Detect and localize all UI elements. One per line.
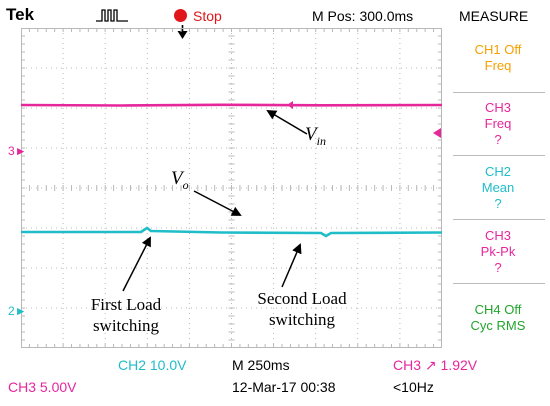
stop-indicator-icon xyxy=(174,9,187,22)
trigger-pulse-icon xyxy=(96,9,128,22)
datetime-readout: 12-Mar-17 00:38 xyxy=(232,379,336,395)
measure-item-ch3-pkpk[interactable]: CH3 Pk-Pk ? xyxy=(480,228,516,275)
measure-divider xyxy=(453,92,545,93)
second-load-switching-label: Second Load switching xyxy=(257,289,347,329)
frequency-readout: <10Hz xyxy=(393,379,434,395)
ch2-scale-readout: CH2 10.0V xyxy=(118,357,187,373)
brand-logo: Tek xyxy=(6,5,35,24)
measure-divider xyxy=(453,283,545,284)
vin-arrow xyxy=(266,109,308,135)
waveform-display xyxy=(21,28,442,348)
measure-divider xyxy=(453,155,545,156)
horizontal-position-readout: M Pos: 300.0ms xyxy=(312,8,414,24)
ch2-marker: 2► xyxy=(8,304,27,318)
ch3-level-arrow-icon xyxy=(433,128,441,138)
measure-item-ch1-freq[interactable]: CH1 Off Freq xyxy=(474,42,522,73)
run-state-label[interactable]: Stop xyxy=(193,8,222,24)
measure-item-ch2-mean[interactable]: CH2 Mean ? xyxy=(481,164,515,211)
measure-item-ch4-cycrms[interactable]: CH4 Off Cyc RMS xyxy=(470,302,526,333)
ch3-marker: 3► xyxy=(8,144,27,158)
trigger-readout: CH3 ↗ 1.92V xyxy=(393,357,478,373)
first-load-arrow xyxy=(122,236,151,292)
measure-divider xyxy=(453,219,545,220)
ch2-waveform-vo xyxy=(21,226,442,238)
vo-label: Vo xyxy=(171,168,189,192)
measure-item-ch3-freq[interactable]: CH3 Freq ? xyxy=(484,100,512,147)
timebase-readout: M 250ms xyxy=(232,357,290,373)
ch3-waveform-vin xyxy=(21,103,442,107)
vin-label: Vin xyxy=(305,124,326,148)
vo-arrow xyxy=(193,190,242,216)
ch3-scale-readout: CH3 5.00V xyxy=(8,379,77,395)
measure-menu-title[interactable]: MEASURE xyxy=(459,8,529,24)
graticule-grid xyxy=(21,28,442,348)
second-load-arrow xyxy=(281,243,302,288)
first-load-switching-label: First Load switching xyxy=(90,295,162,335)
ch3-trigger-level-marker xyxy=(287,101,293,109)
